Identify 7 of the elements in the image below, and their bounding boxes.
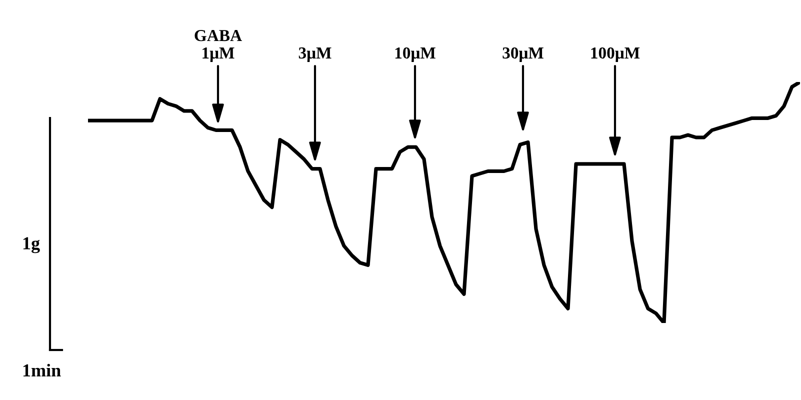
text: 30μM [502,47,544,62]
text: 1min [23,364,61,376]
text: 3μM [298,47,332,62]
text: GABA 1μM [194,30,242,62]
text: 100μM [591,47,640,62]
text: 1g [23,237,40,254]
text: 10μM [395,47,436,62]
